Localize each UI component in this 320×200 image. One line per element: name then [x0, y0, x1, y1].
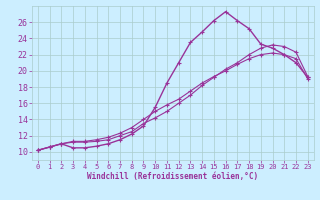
- X-axis label: Windchill (Refroidissement éolien,°C): Windchill (Refroidissement éolien,°C): [87, 172, 258, 181]
